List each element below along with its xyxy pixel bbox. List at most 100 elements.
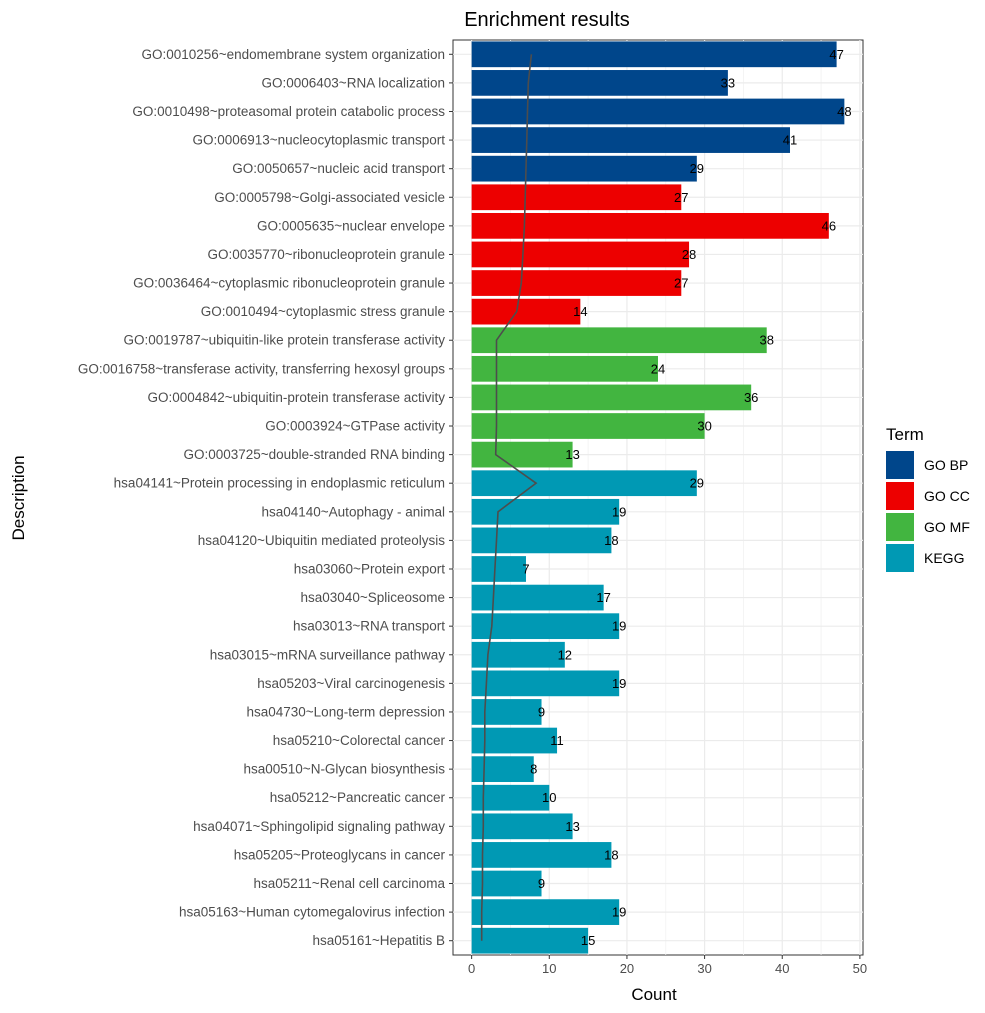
- category-label: hsa00510~N-Glycan biosynthesis: [244, 762, 446, 777]
- category-label: hsa05163~Human cytomegalovirus infection: [179, 905, 445, 920]
- bar-value-label: 13: [565, 447, 579, 462]
- bar-value-label: 30: [697, 419, 711, 434]
- bar-value-label: 9: [538, 704, 545, 719]
- category-label: hsa05210~Colorectal cancer: [273, 733, 446, 748]
- legend-swatch: [886, 513, 914, 541]
- x-axis-ticks: 0 10 20 30 40 50: [468, 955, 867, 976]
- x-tick-label: 50: [853, 961, 867, 976]
- bar-value-label: 29: [690, 161, 704, 176]
- bar: [471, 413, 705, 439]
- bar: [471, 584, 604, 611]
- bar: [471, 441, 573, 468]
- category-label: hsa04140~Autophagy - animal: [261, 504, 445, 519]
- bar: [471, 899, 620, 925]
- category-label: GO:0003725~double-stranded RNA binding: [183, 447, 445, 462]
- bar-value-label: 10: [542, 790, 556, 805]
- bar: [471, 498, 620, 525]
- category-label: GO:0005635~nuclear envelope: [257, 218, 445, 233]
- x-tick-label: 10: [542, 961, 556, 976]
- bar: [471, 699, 542, 725]
- category-label: hsa03040~Spliceosome: [301, 590, 445, 605]
- bar-value-label: 17: [596, 590, 610, 605]
- chart-title: Enrichment results: [464, 9, 630, 31]
- bar-value-label: 13: [565, 819, 579, 834]
- bar: [471, 556, 526, 582]
- bar-value-label: 33: [721, 75, 735, 90]
- x-tick-label: 0: [468, 961, 475, 976]
- bar-value-label: 19: [612, 504, 626, 519]
- bar: [471, 470, 697, 497]
- bar-value-label: 19: [612, 676, 626, 691]
- category-label: hsa04141~Protein processing in endoplasm…: [114, 476, 445, 491]
- category-label: GO:0004842~ubiquitin-protein transferase…: [147, 390, 445, 405]
- category-label: GO:0050657~nucleic acid transport: [232, 161, 445, 176]
- bar-value-label: 27: [674, 190, 688, 205]
- category-label: GO:0035770~ribonucleoprotein granule: [207, 247, 445, 262]
- legend-swatch: [886, 544, 914, 572]
- y-axis-title: Description: [9, 455, 28, 540]
- bar-value-label: 38: [759, 333, 773, 348]
- bar: [471, 127, 791, 153]
- legend-entries: GO BP GO CC GO MF KEGG: [886, 451, 970, 572]
- bar: [471, 212, 829, 239]
- category-label: GO:0036464~cytoplasmic ribonucleoprotein…: [133, 276, 445, 291]
- category-label: hsa04071~Sphingolipid signaling pathway: [193, 819, 445, 834]
- x-tick-label: 20: [620, 961, 634, 976]
- bar-value-label: 15: [581, 933, 595, 948]
- bar-value-label: 47: [829, 47, 843, 62]
- bar: [471, 155, 697, 182]
- legend-label: GO BP: [924, 457, 968, 473]
- category-label: GO:0019787~ubiquitin-like protein transf…: [123, 333, 445, 348]
- category-label: hsa03013~RNA transport: [293, 619, 445, 634]
- category-label: GO:0006913~nucleocytoplasmic transport: [192, 133, 445, 148]
- legend-title: Term: [886, 425, 924, 444]
- trend-line-group: [480, 54, 538, 941]
- bar-value-label: 19: [612, 905, 626, 920]
- category-label: GO:0005798~Golgi-associated vesicle: [214, 190, 445, 205]
- category-label: GO:0010494~cytoplasmic stress granule: [201, 304, 445, 319]
- bar: [471, 842, 612, 868]
- bar: [471, 756, 534, 783]
- bar-value-label: 9: [538, 876, 545, 891]
- bar: [471, 641, 565, 668]
- category-labels: GO:0010256~endomembrane system organizat…: [78, 47, 453, 948]
- bar: [471, 41, 837, 68]
- bar-value-label: 29: [690, 476, 704, 491]
- bar-value-label: 28: [682, 247, 696, 262]
- bar: [471, 298, 581, 325]
- category-label: hsa05203~Viral carcinogenesis: [257, 676, 445, 691]
- trend-line: [480, 54, 538, 941]
- category-label: hsa05161~Hepatitis B: [313, 933, 445, 948]
- bar: [471, 813, 573, 840]
- bar-value-label: 18: [604, 533, 618, 548]
- bar: [471, 670, 620, 697]
- legend: Term GO BP GO CC GO MF KEGG: [886, 425, 970, 572]
- x-tick-label: 30: [697, 961, 711, 976]
- category-label: hsa05212~Pancreatic cancer: [270, 790, 446, 805]
- legend-swatch: [886, 482, 914, 510]
- bar-value-label: 46: [822, 218, 836, 233]
- legend-swatch: [886, 451, 914, 479]
- bar: [471, 727, 558, 754]
- bar: [471, 70, 728, 96]
- bar-value-label: 48: [837, 104, 851, 119]
- bar-value-label: 14: [573, 304, 587, 319]
- bar: [471, 384, 752, 411]
- bar-value-label: 24: [651, 361, 665, 376]
- category-label: GO:0010256~endomembrane system organizat…: [141, 47, 445, 62]
- bar-value-label: 18: [604, 847, 618, 862]
- bar: [471, 527, 612, 554]
- category-label: GO:0003924~GTPase activity: [265, 419, 445, 434]
- legend-label: GO MF: [924, 519, 970, 535]
- category-label: hsa03015~mRNA surveillance pathway: [210, 647, 446, 662]
- bar: [471, 98, 845, 125]
- category-label: GO:0006403~RNA localization: [262, 75, 446, 90]
- x-tick-label: 40: [775, 961, 789, 976]
- bar: [471, 613, 620, 640]
- category-label: GO:0016758~transferase activity, transfe…: [78, 361, 445, 376]
- bar: [471, 241, 690, 268]
- bar: [471, 184, 682, 211]
- bar-value-label: 27: [674, 276, 688, 291]
- bar: [471, 270, 682, 296]
